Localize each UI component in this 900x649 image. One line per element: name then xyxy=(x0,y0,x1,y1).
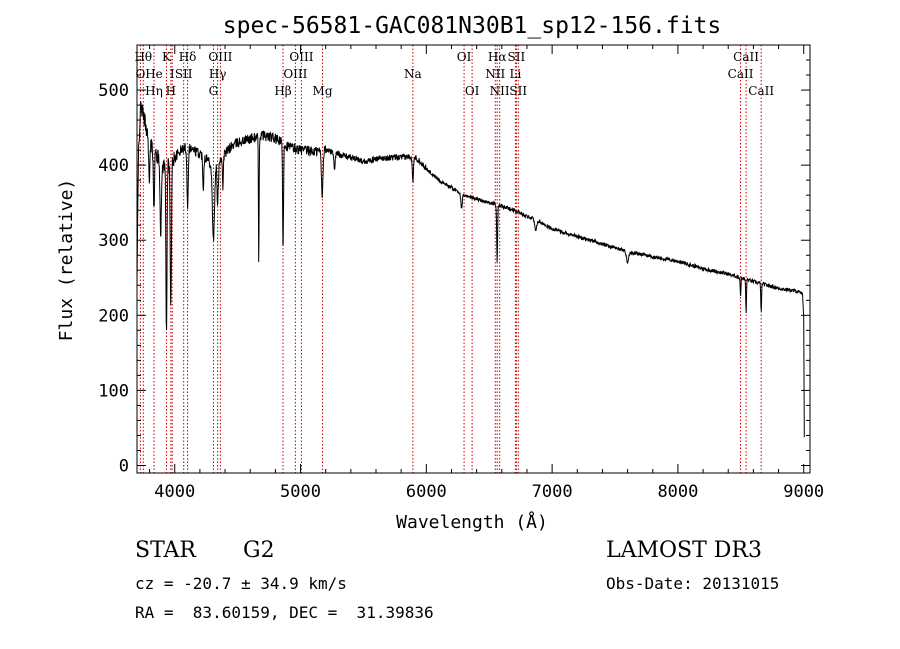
x-tick-label: 5000 xyxy=(280,482,321,502)
spectral-line-label: NII xyxy=(485,67,505,81)
spectral-line-label: Hθ xyxy=(134,50,152,64)
y-tick-label: 0 xyxy=(119,456,129,476)
spectral-line-label: OI xyxy=(457,50,472,64)
x-tick-label: 6000 xyxy=(406,482,447,502)
x-tick-label: 9000 xyxy=(783,482,824,502)
spectral-line-label: OIII xyxy=(283,67,307,81)
spectral-line-label: CaII xyxy=(733,50,759,64)
survey-name: LAMOST DR3 xyxy=(606,538,762,563)
y-tick-label: 300 xyxy=(98,231,129,251)
spectral-line-label: He xyxy=(145,67,163,81)
x-tick-label: 7000 xyxy=(532,482,573,502)
spectral-line-label: SII xyxy=(509,84,527,98)
object-class: STAR xyxy=(135,538,196,563)
object-subclass: G2 xyxy=(243,538,275,563)
y-axis-label: Flux (relative) xyxy=(56,179,77,342)
spectral-line-label: G xyxy=(209,84,219,98)
y-tick-label: 100 xyxy=(98,381,129,401)
observation-date: Obs-Date: 20131015 xyxy=(606,574,780,593)
spectral-line-label: OIII xyxy=(208,50,232,64)
spectral-line-label: CaII xyxy=(728,67,754,81)
y-tick-label: 500 xyxy=(98,81,129,101)
spectral-line-label: NII xyxy=(490,84,510,98)
x-axis-label: Wavelength (Å) xyxy=(396,511,548,533)
coordinates: RA = 83.60159, DEC = 31.39836 xyxy=(135,603,434,622)
axis-ticks: 4000 5000 6000 7000 8000 9000 0 100 200 300 400 500 xyxy=(98,45,824,502)
redshift-value: cz = -20.7 ± 34.9 km/s xyxy=(135,574,347,593)
spectral-line-label: OI xyxy=(465,84,480,98)
spectral-line-label: Hη xyxy=(145,84,163,98)
spectral-line-label: I xyxy=(170,67,175,81)
spectral-line-label: Hγ xyxy=(209,67,227,81)
chart-title: spec-56581-GAC081N30B1_sp12-156.fits xyxy=(223,13,722,39)
y-tick-label: 400 xyxy=(98,156,129,176)
spectral-line-label: Mg xyxy=(313,84,333,98)
spectral-line-label: Li xyxy=(509,67,521,81)
spectral-line-label: Hβ xyxy=(274,84,291,98)
x-tick-label: 4000 xyxy=(154,482,195,502)
x-tick-label: 8000 xyxy=(657,482,698,502)
y-tick-label: 200 xyxy=(98,306,129,326)
spectral-line-label: Hα xyxy=(488,50,507,64)
spectral-line-label: SII xyxy=(175,67,193,81)
spectral-line-label: Hδ xyxy=(179,50,197,64)
spectral-line-markers xyxy=(139,45,762,473)
spectral-line-label: OIII xyxy=(289,50,313,64)
spectral-line-label: SII xyxy=(508,50,526,64)
spectrum-line xyxy=(136,101,805,438)
spectral-line-label: K xyxy=(162,50,172,64)
spectral-line-label: CaII xyxy=(748,84,774,98)
spectral-line-label: Na xyxy=(404,67,422,81)
spectral-line-label: O xyxy=(135,67,145,81)
plot-frame xyxy=(136,44,811,474)
spectral-line-label: H xyxy=(166,84,176,98)
